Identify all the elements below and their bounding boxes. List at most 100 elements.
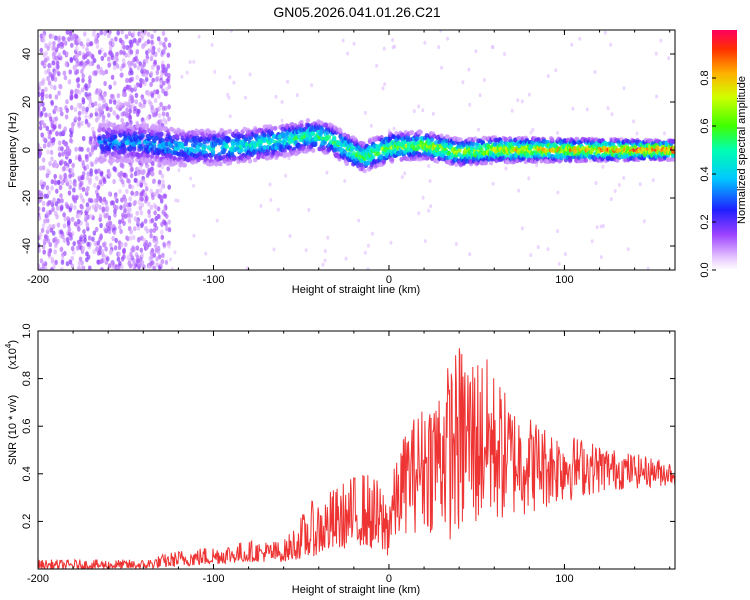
noise-cell xyxy=(606,106,610,111)
noise-cell xyxy=(622,176,626,180)
noise-cell xyxy=(47,134,52,140)
noise-cell xyxy=(64,201,69,208)
noise-cell xyxy=(141,78,145,85)
signal-cell xyxy=(182,162,187,168)
noise-cell xyxy=(127,77,132,83)
noise-cell xyxy=(76,102,80,108)
noise-cell xyxy=(56,179,61,185)
noise-cell xyxy=(383,82,387,87)
noise-cell xyxy=(59,205,64,211)
noise-cell xyxy=(98,106,102,112)
noise-cell xyxy=(440,65,443,70)
noise-cell xyxy=(370,231,374,236)
spectrogram-xlabel: Height of straight line (km) xyxy=(292,284,420,296)
noise-cell xyxy=(352,41,356,46)
noise-cell xyxy=(105,106,110,112)
signal-cell xyxy=(98,139,103,145)
noise-cell xyxy=(307,207,311,212)
noise-cell xyxy=(132,37,137,43)
noise-cell xyxy=(73,198,77,204)
noise-cell xyxy=(133,226,137,232)
noise-cell xyxy=(96,240,101,246)
noise-cell xyxy=(136,65,141,71)
signal-cell xyxy=(672,149,675,155)
noise-cell xyxy=(99,171,104,177)
signal-cell xyxy=(480,139,485,145)
noise-cell xyxy=(381,86,385,91)
signal-cell xyxy=(429,137,435,143)
noise-cell xyxy=(461,80,465,85)
svg-text:(x104): (x104) xyxy=(4,340,19,370)
noise-cell xyxy=(167,84,172,90)
noise-cell xyxy=(45,193,50,199)
noise-cell xyxy=(107,33,111,39)
signal-cell xyxy=(493,141,498,147)
noise-cell xyxy=(77,260,82,266)
noise-cell xyxy=(91,102,95,108)
noise-cell xyxy=(41,200,46,206)
noise-cell xyxy=(71,172,75,178)
noise-cell xyxy=(85,164,90,170)
noise-cell xyxy=(111,41,116,47)
noise-cell xyxy=(382,46,386,51)
noise-cell xyxy=(613,189,617,194)
signal-cell xyxy=(321,145,326,151)
noise-cell xyxy=(161,105,166,111)
signal-cell xyxy=(97,136,102,141)
signal-cell xyxy=(122,146,127,152)
noise-cell xyxy=(139,247,144,253)
noise-cell xyxy=(91,31,96,37)
noise-cell xyxy=(245,266,249,270)
noise-cell xyxy=(80,265,84,270)
noise-cell xyxy=(167,184,171,190)
noise-cell xyxy=(169,257,172,262)
noise-cell xyxy=(101,206,106,212)
noise-cell xyxy=(162,206,166,211)
noise-cell xyxy=(152,265,156,270)
noise-cell xyxy=(86,41,90,48)
noise-cell xyxy=(157,112,162,119)
noise-cell xyxy=(93,198,97,204)
noise-cell xyxy=(144,76,149,82)
signal-cell xyxy=(376,146,381,152)
noise-cell xyxy=(145,195,149,202)
noise-cell xyxy=(38,206,41,212)
x-tick-label: -200 xyxy=(27,573,49,585)
noise-cell xyxy=(153,191,158,197)
colorbar-tick-label: 0.2 xyxy=(699,214,711,229)
noise-cell xyxy=(149,101,153,107)
signal-cell xyxy=(204,153,209,158)
noise-cell xyxy=(97,248,102,254)
signal-cell xyxy=(299,123,304,129)
noise-cell xyxy=(603,30,607,35)
noise-cell xyxy=(157,179,162,185)
colorbar: 0.0 0.2 0.4 0.6 0.8 Normalized spectral ampl… xyxy=(699,30,748,278)
noise-cell xyxy=(149,233,153,239)
noise-cell xyxy=(228,114,232,119)
signal-cell xyxy=(454,162,459,168)
noise-cell xyxy=(609,42,613,47)
noise-cell xyxy=(113,166,117,172)
noise-cell xyxy=(153,210,157,216)
noise-cell xyxy=(65,51,69,57)
noise-cell xyxy=(109,106,113,113)
noise-cell xyxy=(57,152,62,158)
noise-cell xyxy=(119,228,123,235)
noise-cell xyxy=(100,105,105,111)
noise-cell xyxy=(151,171,155,177)
noise-cell xyxy=(139,210,144,216)
noise-cell xyxy=(188,60,192,64)
noise-cell xyxy=(119,241,124,248)
noise-cell xyxy=(192,183,196,188)
noise-cell xyxy=(92,230,97,236)
noise-cell xyxy=(165,78,169,84)
noise-cell xyxy=(343,179,347,183)
noise-cell xyxy=(159,261,163,267)
noise-cell xyxy=(138,82,143,88)
noise-cell xyxy=(45,185,50,191)
noise-cell xyxy=(74,53,79,60)
noise-cell xyxy=(164,71,168,77)
noise-cell xyxy=(154,204,158,210)
noise-cell xyxy=(41,101,45,107)
